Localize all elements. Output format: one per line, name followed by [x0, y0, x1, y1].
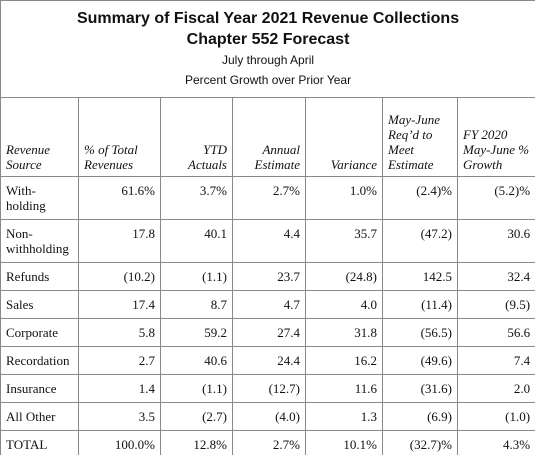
cell-value: 23.7 — [232, 262, 306, 291]
row-label: All Other — [0, 402, 79, 431]
cell-value: (56.5) — [382, 318, 458, 347]
cell-value: 30.6 — [456, 219, 535, 263]
cell-value: 4.7 — [232, 290, 306, 319]
title-row: Summary of Fiscal Year 2021 Revenue Coll… — [0, 0, 535, 98]
row-label: Non-withholding — [0, 219, 79, 263]
cell-value: 40.1 — [160, 219, 233, 263]
cell-value: (24.8) — [305, 262, 383, 291]
cell-value: (32.7)% — [382, 430, 458, 455]
cell-value: 59.2 — [160, 318, 233, 347]
cell-value: 16.2 — [305, 346, 383, 375]
row-label: Corporate — [0, 318, 79, 347]
cell-value: (49.6) — [382, 346, 458, 375]
cell-value: (31.6) — [382, 374, 458, 403]
cell-value: 2.7 — [78, 346, 161, 375]
column-header: Variance — [305, 97, 383, 177]
cell-value: 17.8 — [78, 219, 161, 263]
cell-value: (4.0) — [232, 402, 306, 431]
data-row: Non-withholding 17.8 40.1 4.4 35.7 (47.2) 30.6 — [0, 219, 535, 263]
cell-value: 3.5 — [78, 402, 161, 431]
data-row: Recordation 2.7 40.6 24.4 16.2 (49.6) 7.4 — [0, 346, 535, 375]
cell-value: 10.1% — [305, 430, 383, 455]
title-block: Summary of Fiscal Year 2021 Revenue Coll… — [0, 0, 535, 98]
cell-value: (2.4)% — [382, 176, 458, 220]
cell-value: 3.7% — [160, 176, 233, 220]
row-label: TOTAL — [0, 430, 79, 455]
row-label: Refunds — [0, 262, 79, 291]
cell-value: (1.1) — [160, 262, 233, 291]
cell-value: (1.0) — [456, 402, 535, 431]
cell-value: 1.0% — [305, 176, 383, 220]
cell-value: 1.3 — [305, 402, 383, 431]
row-label: With-holding — [0, 176, 79, 220]
subtitle: Chapter 552 Forecast — [186, 31, 350, 48]
cell-value: 31.8 — [305, 318, 383, 347]
cell-value: 56.6 — [456, 318, 535, 347]
column-header: May-June Req’d to Meet Estimate — [382, 97, 458, 177]
cell-value: (9.5) — [456, 290, 535, 319]
cell-value: 32.4 — [456, 262, 535, 291]
cell-value: 11.6 — [305, 374, 383, 403]
cell-value: 61.6% — [78, 176, 161, 220]
cell-value: (11.4) — [382, 290, 458, 319]
cell-value: (2.7) — [160, 402, 233, 431]
cell-value: 2.7% — [232, 176, 306, 220]
cell-value: 7.4 — [456, 346, 535, 375]
cell-value: 4.4 — [232, 219, 306, 263]
row-label: Recordation — [0, 346, 79, 375]
cell-value: 142.5 — [382, 262, 458, 291]
cell-value: 4.3% — [456, 430, 535, 455]
cell-value: 24.4 — [232, 346, 306, 375]
data-row: Corporate 5.8 59.2 27.4 31.8 (56.5) 56.6 — [0, 318, 535, 347]
cell-value: 100.0% — [78, 430, 161, 455]
period: July through April — [222, 53, 315, 67]
column-header: Annual Estimate — [232, 97, 306, 177]
column-header: % of Total Revenues — [78, 97, 161, 177]
cell-value: (10.2) — [78, 262, 161, 291]
cell-value: (5.2)% — [456, 176, 535, 220]
title: Summary of Fiscal Year 2021 Revenue Coll… — [76, 10, 460, 27]
row-label: Sales — [0, 290, 79, 319]
cell-value: 17.4 — [78, 290, 161, 319]
data-row: Refunds (10.2) (1.1) 23.7 (24.8) 142.5 32.4 — [0, 262, 535, 291]
data-row: All Other 3.5 (2.7) (4.0) 1.3 (6.9) (1.0) — [0, 402, 535, 431]
column-header: Revenue Source — [0, 97, 79, 177]
data-row: Insurance 1.4 (1.1) (12.7) 11.6 (31.6) 2.0 — [0, 374, 535, 403]
cell-value: 12.8% — [160, 430, 233, 455]
cell-value: 27.4 — [232, 318, 306, 347]
cell-value: (6.9) — [382, 402, 458, 431]
cell-value: 2.0 — [456, 374, 535, 403]
cell-value: 1.4 — [78, 374, 161, 403]
header-row: Revenue Source% of Total Revenues YTD Act… — [0, 97, 535, 177]
cell-value: 4.0 — [305, 290, 383, 319]
cell-value: (47.2) — [382, 219, 458, 263]
cell-value: 5.8 — [78, 318, 161, 347]
cell-value: (12.7) — [232, 374, 306, 403]
data-row: With-holding 61.6% 3.7% 2.7% 1.0% (2.4)% (5.2)… — [0, 176, 535, 220]
note: Percent Growth over Prior Year — [185, 73, 352, 87]
column-header: YTD Actuals — [160, 97, 233, 177]
data-row: TOTAL 100.0% 12.8% 2.7% 10.1% (32.7)% 4.3% — [0, 430, 535, 455]
cell-value: 40.6 — [160, 346, 233, 375]
data-row: Sales 17.4 8.7 4.7 4.0 (11.4) (9.5) — [0, 290, 535, 319]
cell-value: (1.1) — [160, 374, 233, 403]
cell-value: 8.7 — [160, 290, 233, 319]
cell-value: 2.7% — [232, 430, 306, 455]
row-label: Insurance — [0, 374, 79, 403]
cell-value: 35.7 — [305, 219, 383, 263]
column-header: FY 2020 May-June % Growth — [456, 97, 535, 177]
